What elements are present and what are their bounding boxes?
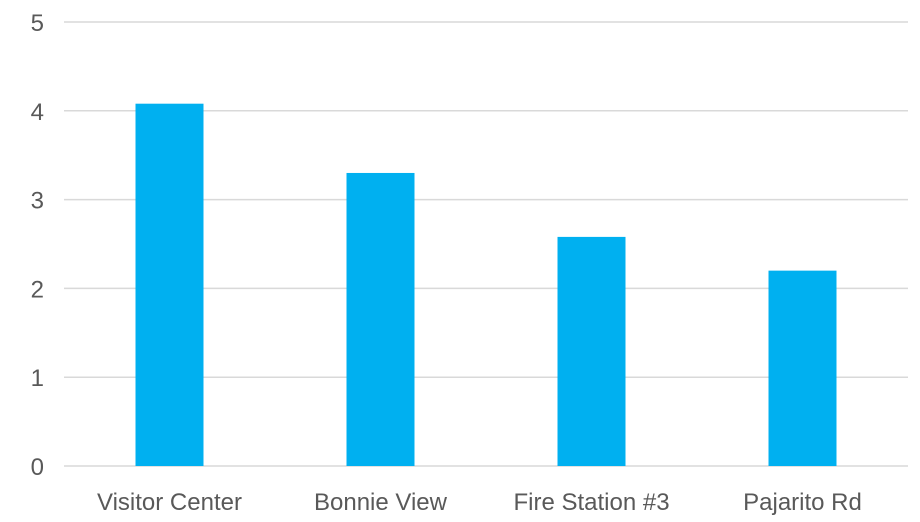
y-tick-label: 1 xyxy=(31,365,44,392)
y-axis-tick-labels: 0 1 2 3 4 5 xyxy=(31,10,44,481)
y-tick-label: 4 xyxy=(31,99,44,126)
y-tick-label: 0 xyxy=(31,454,44,481)
y-tick-label: 3 xyxy=(31,188,44,215)
bar-visitor-center xyxy=(135,103,204,467)
x-category-label: Pajarito Rd xyxy=(743,489,862,516)
bar-pajarito-rd xyxy=(768,270,837,466)
y-tick-label: 2 xyxy=(31,276,44,303)
y-tick-label: 5 xyxy=(31,10,44,37)
x-category-label: Fire Station #3 xyxy=(513,489,669,516)
bars xyxy=(135,103,837,467)
x-category-label: Bonnie View xyxy=(314,489,448,516)
x-axis-category-labels: Visitor Center Bonnie View Fire Station #3… xyxy=(97,489,862,516)
x-category-label: Visitor Center xyxy=(97,489,242,516)
bar-bonnie-view xyxy=(346,172,415,466)
bar-fire-station-3 xyxy=(557,236,626,466)
gridlines xyxy=(64,21,908,467)
